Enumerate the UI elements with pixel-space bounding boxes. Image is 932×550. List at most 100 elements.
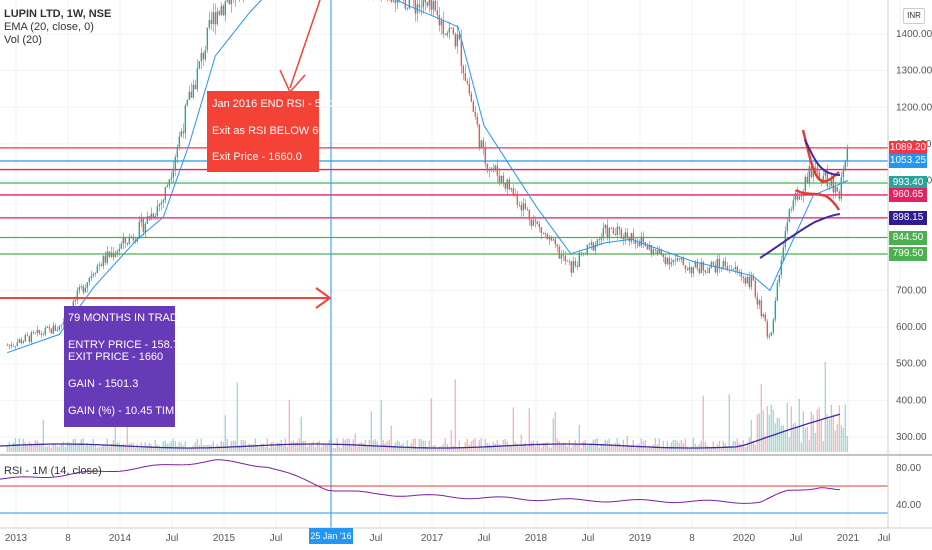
volume-bar bbox=[674, 439, 676, 452]
candle-body bbox=[784, 231, 787, 248]
candle-body bbox=[788, 209, 791, 223]
candle-body bbox=[532, 220, 535, 226]
volume-bar bbox=[332, 447, 334, 452]
time-tick-label: 2017 bbox=[421, 533, 444, 544]
candle-body bbox=[512, 188, 515, 195]
candle-body bbox=[772, 319, 775, 333]
volume-bar bbox=[538, 443, 540, 452]
candle-body bbox=[112, 252, 115, 258]
candle-body bbox=[78, 287, 81, 291]
candle-body bbox=[818, 172, 821, 180]
volume-bar bbox=[500, 446, 502, 452]
volume-bar bbox=[214, 446, 216, 452]
candle-body bbox=[102, 255, 105, 267]
candle-body bbox=[392, 0, 395, 2]
rsi-legend[interactable]: RSI - 1M (14, close) bbox=[4, 465, 102, 477]
volume-bar bbox=[334, 447, 336, 452]
candle-body bbox=[580, 252, 583, 254]
price-tag: 898.15 bbox=[889, 210, 927, 225]
volume-legend[interactable]: Vol (20) bbox=[4, 34, 42, 46]
candle-body bbox=[462, 65, 465, 74]
candle-body bbox=[124, 237, 127, 243]
drawings bbox=[0, 0, 841, 309]
candle-body bbox=[210, 19, 213, 25]
candle-body bbox=[652, 249, 655, 254]
candle-body bbox=[598, 239, 601, 240]
volume-bar bbox=[806, 426, 808, 452]
candle-body bbox=[448, 27, 451, 33]
volume-bar bbox=[224, 415, 226, 452]
volume-bar bbox=[498, 444, 500, 452]
volume-bar bbox=[788, 437, 790, 452]
volume-bar bbox=[686, 446, 688, 452]
candle-body bbox=[660, 249, 663, 255]
volume-bar bbox=[416, 447, 418, 452]
volume-bar bbox=[830, 404, 832, 452]
volume-bar bbox=[658, 438, 660, 452]
candle-body bbox=[22, 341, 25, 344]
volume-bar bbox=[272, 441, 274, 452]
volume-bar bbox=[562, 442, 564, 452]
candle-body bbox=[760, 300, 763, 317]
volume-bar bbox=[564, 442, 566, 452]
volume-bars bbox=[6, 362, 848, 452]
candle-body bbox=[616, 226, 619, 236]
volume-bar bbox=[814, 432, 816, 452]
candle-body bbox=[36, 329, 39, 333]
volume-bar bbox=[338, 446, 340, 452]
volume-bar bbox=[804, 428, 806, 452]
volume-bar bbox=[772, 409, 774, 452]
volume-bar bbox=[414, 438, 416, 452]
volume-bar bbox=[648, 445, 650, 452]
candle-body bbox=[682, 257, 685, 266]
volume-bar bbox=[38, 444, 40, 452]
volume-bar bbox=[450, 429, 452, 452]
volume-bar bbox=[460, 447, 462, 452]
volume-bar bbox=[406, 440, 408, 452]
volume-bar bbox=[34, 440, 36, 452]
volume-bar bbox=[532, 440, 534, 452]
candle-body bbox=[162, 200, 165, 203]
candle-body bbox=[502, 175, 505, 184]
volume-bar bbox=[586, 445, 588, 452]
volume-bar bbox=[262, 443, 264, 452]
volume-bar bbox=[102, 445, 104, 452]
volume-bar bbox=[800, 442, 802, 452]
candle-body bbox=[548, 237, 551, 240]
symbol-title[interactable]: LUPIN LTD, 1W, NSE bbox=[4, 8, 112, 20]
volume-bar bbox=[730, 445, 732, 452]
candle-body bbox=[120, 243, 123, 249]
candle-body bbox=[808, 166, 811, 183]
exit-rule-text: Exit as RSI BELOW 60 bbox=[212, 125, 325, 137]
volume-bar bbox=[700, 440, 702, 452]
candle-body bbox=[620, 229, 623, 238]
candle-body bbox=[26, 335, 29, 336]
currency-badge[interactable]: INR bbox=[903, 8, 925, 24]
volume-bar bbox=[654, 438, 656, 452]
volume-bar bbox=[152, 446, 154, 452]
volume-bar bbox=[614, 442, 616, 452]
candle-body bbox=[524, 203, 527, 209]
volume-bar bbox=[388, 439, 390, 452]
candle-body bbox=[670, 262, 673, 265]
candle-body bbox=[680, 257, 683, 260]
candle-body bbox=[114, 253, 117, 258]
candle-body bbox=[778, 274, 781, 283]
candle-body bbox=[842, 169, 845, 178]
candle-body bbox=[432, 0, 435, 10]
volume-bar bbox=[164, 440, 166, 452]
volume-bar bbox=[24, 441, 26, 452]
time-tick-label: 8 bbox=[689, 533, 695, 544]
candle-body bbox=[614, 233, 617, 236]
candle-body bbox=[174, 157, 177, 169]
volume-bar bbox=[662, 440, 664, 452]
volume-bar bbox=[588, 444, 590, 452]
candle-body bbox=[168, 179, 171, 186]
volume-bar bbox=[810, 411, 812, 452]
volume-bar bbox=[610, 443, 612, 452]
volume-bar bbox=[404, 447, 406, 452]
ema-legend[interactable]: EMA (20, close, 0) bbox=[4, 21, 94, 33]
candle-body bbox=[40, 333, 43, 335]
volume-bar bbox=[218, 446, 220, 452]
